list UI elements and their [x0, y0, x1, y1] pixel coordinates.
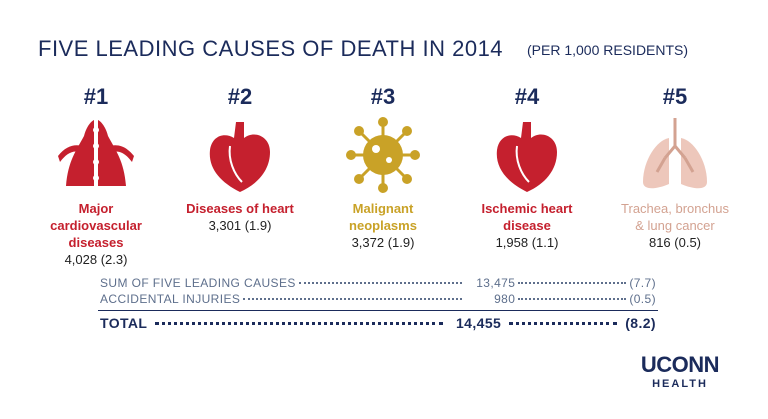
logo: UCONN HEALTH — [640, 352, 720, 390]
lungs-icon — [643, 118, 707, 189]
rank: #2 — [227, 84, 253, 109]
cause-value: 4,028 (2.3) — [64, 252, 128, 267]
summary-count: 980 — [494, 292, 516, 306]
summary-count: 13,475 — [476, 276, 516, 290]
divider — [98, 310, 658, 311]
cause-value: 3,372 (1.9) — [351, 235, 415, 250]
summary-count: 14,455 — [455, 315, 502, 331]
rank: #3 — [370, 84, 396, 109]
summary-rate: (0.5) — [629, 292, 656, 306]
rank: #5 — [662, 84, 688, 109]
cause: #2 Diseases of heart 3,301 (1.9) — [175, 84, 305, 234]
cause: #5 Trachea, bronchus & lung cancer 816 (… — [610, 84, 740, 251]
vessels-icon — [58, 120, 134, 186]
cause-label: Diseases of heart — [186, 201, 294, 216]
summary-label: SUM OF FIVE LEADING CAUSES — [100, 276, 296, 290]
cause-value: 1,958 (1.1) — [495, 235, 559, 250]
summary-row: ACCIDENTAL INJURIES 980 (0.5) — [100, 292, 656, 306]
logo-sub: HEALTH — [652, 378, 708, 390]
cause: #4 Ischemic heart disease 1,958 (1.1) — [462, 84, 592, 251]
summary-label: TOTAL — [100, 315, 148, 331]
summary-label: ACCIDENTAL INJURIES — [100, 292, 241, 306]
cause-label: Trachea, bronchus & lung cancer — [621, 201, 729, 233]
cause: #1 Major cardiovascular diseases 4,028 (… — [31, 84, 161, 268]
cause-label: Ischemic heart disease — [481, 201, 573, 233]
summary-row: SUM OF FIVE LEADING CAUSES 13,475 (7.7) — [100, 276, 656, 290]
cause: #3 Malignant neoplasms 3,372 (1.9) — [318, 84, 448, 251]
subtitle: (PER 1,000 RESIDENTS) — [527, 42, 689, 58]
cause-label: Major cardiovascular diseases — [50, 201, 142, 250]
cause-value: 816 (0.5) — [648, 235, 702, 250]
title: FIVE LEADING CAUSES OF DEATH IN 2014 — [38, 36, 504, 61]
cause-label: Malignant neoplasms — [349, 201, 417, 233]
summary-rate: (7.7) — [629, 276, 656, 290]
summary-rate: (8.2) — [625, 315, 656, 331]
virus-icon — [346, 117, 420, 193]
logo-name: UCONN — [640, 352, 720, 377]
cause-value: 3,301 (1.9) — [208, 218, 272, 233]
summary-row: TOTAL 14,455 (8.2) — [100, 315, 656, 331]
heart-icon — [496, 122, 557, 192]
heart-icon — [209, 122, 270, 192]
rank: #4 — [514, 84, 540, 109]
rank: #1 — [83, 84, 109, 109]
